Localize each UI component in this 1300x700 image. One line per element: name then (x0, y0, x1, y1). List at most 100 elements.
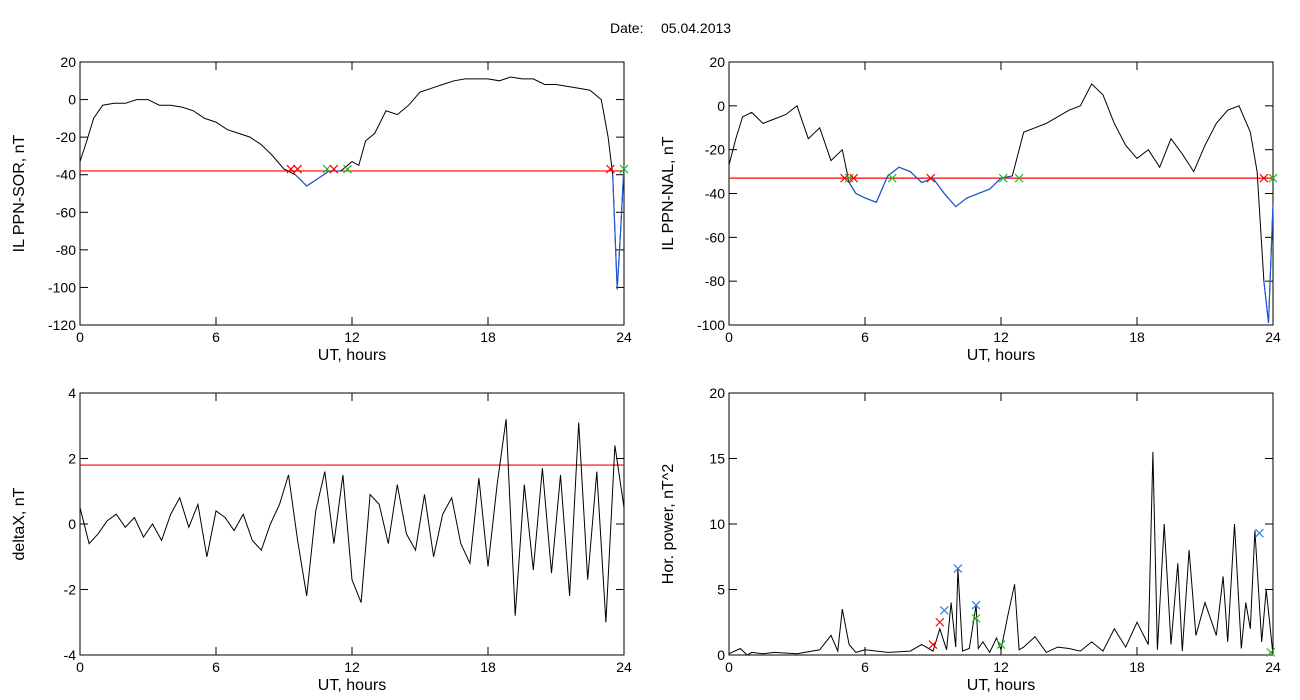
marker-stroke (935, 617, 945, 627)
event-marker (286, 164, 296, 174)
marker-stroke (1254, 528, 1264, 538)
x-tick-label: 24 (1265, 659, 1281, 675)
marker-stroke (1259, 173, 1269, 183)
x-tick-label: 0 (725, 659, 733, 675)
event-marker (939, 606, 949, 615)
y-tick-label: -4 (64, 647, 77, 663)
event-marker (971, 600, 981, 610)
plot-frame (79, 61, 625, 326)
x-axis-label: UT, hours (967, 677, 1035, 694)
chart-panel-2: 0 6 12 18 24 20 0 -20 -40 -60 -80 -100 UT, hours IL P… (660, 54, 1281, 364)
marker-stroke (887, 173, 897, 183)
event-marker (928, 640, 938, 649)
event-marker (1268, 173, 1278, 183)
x-tick-label: 12 (344, 329, 360, 345)
marker-stroke (605, 164, 615, 174)
event-marker (953, 564, 963, 573)
event-marker (849, 173, 859, 183)
x-tick-label: 6 (212, 329, 220, 345)
y-tick-label: 4 (68, 385, 76, 401)
x-tick-label: 0 (76, 329, 84, 345)
x-tick-label: 6 (212, 659, 220, 675)
y-tick-label: 10 (709, 516, 725, 532)
event-marker (343, 164, 352, 174)
event-marker (293, 164, 303, 174)
marker-stroke (293, 164, 303, 174)
y-tick-label: -60 (56, 204, 76, 220)
x-axis-label: UT, hours (967, 347, 1035, 364)
y-tick-label: 0 (68, 516, 76, 532)
chart-panel-3: 0 6 12 18 24 4 2 0 -2 -4 UT, hours deltaX, nT (11, 385, 632, 694)
plot-frame (79, 392, 625, 656)
marker-stroke (939, 606, 949, 615)
y-tick-label: 15 (709, 451, 725, 467)
chart-panel-4: 0 6 12 18 24 20 15 10 5 0 UT, hours Hor. power, nT^… (660, 385, 1281, 694)
plot-frame (728, 392, 1274, 656)
marker-stroke (322, 164, 332, 174)
event-marker (935, 617, 945, 627)
y-tick-label: -40 (56, 167, 76, 183)
plot-frame (728, 61, 1274, 326)
y-tick-label: -20 (705, 142, 725, 158)
x-tick-label: 18 (480, 659, 496, 675)
y-tick-label: 0 (717, 98, 725, 114)
marker-stroke (1266, 647, 1276, 657)
y-tick-label: 20 (709, 385, 725, 401)
x-tick-label: 24 (1265, 329, 1281, 345)
marker-stroke (329, 164, 339, 174)
x-tick-label: 18 (480, 329, 496, 345)
x-tick-label: 12 (993, 329, 1009, 345)
y-tick-label: -100 (48, 279, 76, 295)
event-marker (998, 173, 1008, 183)
marker-stroke (1268, 173, 1278, 183)
marker-stroke (619, 164, 629, 174)
event-marker (322, 164, 332, 174)
marker-stroke (998, 173, 1008, 183)
marker-stroke (926, 173, 936, 183)
event-segment-line (294, 170, 341, 187)
x-tick-label: 6 (861, 659, 869, 675)
x-tick-label: 0 (725, 329, 733, 345)
y-axis-label: IL PPN-SOR, nT (11, 134, 28, 252)
event-segment-line (1263, 204, 1274, 323)
marker-stroke (286, 164, 296, 174)
x-tick-label: 18 (1129, 329, 1145, 345)
x-tick-label: 18 (1129, 659, 1145, 675)
event-marker (1254, 528, 1264, 538)
event-marker (996, 640, 1006, 649)
event-segment-line (612, 165, 625, 290)
marker-stroke (953, 564, 963, 573)
y-tick-label: -20 (56, 129, 76, 145)
y-tick-label: 5 (717, 582, 725, 598)
event-marker (926, 173, 936, 183)
marker-stroke (971, 613, 981, 623)
y-axis-label: Hor. power, nT^2 (660, 464, 677, 585)
event-marker (887, 173, 897, 183)
event-marker (329, 164, 339, 174)
chart-panel-1: 0 6 12 18 24 20 0 -20 -40 -60 -80 -100 -120 UT, hours… (11, 54, 632, 364)
y-tick-label: -120 (48, 317, 76, 333)
y-tick-label: -80 (56, 242, 76, 258)
y-tick-label: 0 (717, 647, 725, 663)
y-axis-label: deltaX, nT (11, 487, 28, 560)
y-tick-label: 20 (709, 54, 725, 70)
event-marker (1266, 647, 1276, 657)
marker-stroke (1014, 173, 1024, 183)
marker-stroke (928, 640, 938, 649)
x-tick-label: 12 (344, 659, 360, 675)
y-tick-label: -40 (705, 186, 725, 202)
marker-stroke (343, 164, 352, 174)
event-marker (1259, 173, 1269, 183)
x-tick-label: 6 (861, 329, 869, 345)
event-marker (971, 613, 981, 623)
y-tick-label: -60 (705, 229, 725, 245)
x-tick-label: 24 (616, 329, 632, 345)
event-marker (619, 164, 629, 174)
event-marker (605, 164, 615, 174)
data-series-line (79, 76, 625, 290)
x-tick-label: 24 (616, 659, 632, 675)
y-tick-label: 0 (68, 92, 76, 108)
data-series-line (728, 83, 1274, 323)
